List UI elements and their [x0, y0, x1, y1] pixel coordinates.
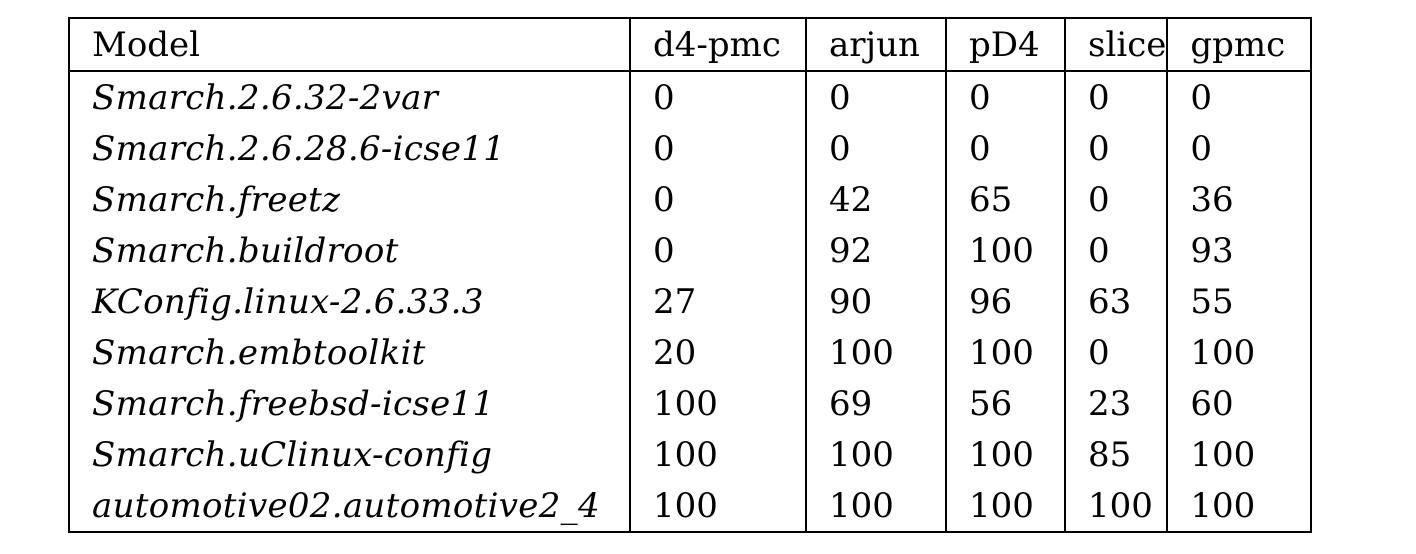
model-name-cell: automotive02.automotive2_4	[68, 480, 631, 532]
model-name-cell: KConfig.linux-2.6.33.3	[68, 276, 631, 327]
table-row: Smarch.2.6.28.6-icse11 0 0 0 0 0	[68, 123, 1313, 174]
results-table: Model d4-pmc arjun pD4 slice gpmc Smarch…	[68, 17, 1313, 533]
value-cell-pd4: 100	[945, 225, 1066, 276]
header-model: Model	[68, 18, 631, 72]
value-cell-slice: 85	[1063, 429, 1169, 480]
header-gpmc: gpmc	[1166, 18, 1313, 72]
value-cell-pd4: 96	[945, 276, 1066, 327]
value-cell-arjun: 0	[805, 71, 947, 123]
table-row: Smarch.embtoolkit 20 100 100 0 100	[68, 327, 1313, 378]
model-name-cell: Smarch.2.6.32-2var	[68, 71, 631, 123]
table-row: Smarch.freebsd-icse11 100 69 56 23 60	[68, 378, 1313, 429]
value-cell-gpmc: 55	[1166, 276, 1313, 327]
value-cell-arjun: 42	[805, 174, 947, 225]
value-cell-arjun: 90	[805, 276, 947, 327]
value-cell-d4-pmc: 100	[629, 480, 807, 532]
model-name-cell: Smarch.uClinux-config	[68, 429, 631, 480]
value-cell-d4-pmc: 0	[629, 123, 807, 174]
value-cell-gpmc: 93	[1166, 225, 1313, 276]
value-cell-arjun: 69	[805, 378, 947, 429]
table-row: Smarch.uClinux-config 100 100 100 85 100	[68, 429, 1313, 480]
table-header: Model d4-pmc arjun pD4 slice gpmc	[68, 18, 1313, 72]
value-cell-d4-pmc: 0	[629, 225, 807, 276]
value-cell-pd4: 100	[945, 480, 1066, 532]
value-cell-gpmc: 0	[1166, 71, 1313, 123]
header-d4-pmc: d4-pmc	[629, 18, 807, 72]
value-cell-d4-pmc: 0	[629, 174, 807, 225]
value-cell-arjun: 100	[805, 327, 947, 378]
header-row: Model d4-pmc arjun pD4 slice gpmc	[68, 18, 1313, 72]
model-name-cell: Smarch.freebsd-icse11	[68, 378, 631, 429]
value-cell-pd4: 0	[945, 71, 1066, 123]
value-cell-d4-pmc: 0	[629, 71, 807, 123]
value-cell-arjun: 100	[805, 429, 947, 480]
value-cell-arjun: 0	[805, 123, 947, 174]
value-cell-slice: 0	[1063, 327, 1169, 378]
value-cell-pd4: 65	[945, 174, 1066, 225]
value-cell-arjun: 100	[805, 480, 947, 532]
table-body: Smarch.2.6.32-2var 0 0 0 0 0 Smarch.2.6.28.6-i…	[68, 71, 1313, 532]
table-row: KConfig.linux-2.6.33.3 27 90 96 63 55	[68, 276, 1313, 327]
value-cell-gpmc: 36	[1166, 174, 1313, 225]
table-row: automotive02.automotive2_4 100 100 100 100 10…	[68, 480, 1313, 532]
value-cell-gpmc: 0	[1166, 123, 1313, 174]
value-cell-gpmc: 100	[1166, 327, 1313, 378]
table-row: Smarch.2.6.32-2var 0 0 0 0 0	[68, 71, 1313, 123]
value-cell-gpmc: 100	[1166, 480, 1313, 532]
table-row: Smarch.buildroot 0 92 100 0 93	[68, 225, 1313, 276]
value-cell-arjun: 92	[805, 225, 947, 276]
model-name-cell: Smarch.freetz	[68, 174, 631, 225]
value-cell-pd4: 0	[945, 123, 1066, 174]
value-cell-gpmc: 60	[1166, 378, 1313, 429]
model-name-cell: Smarch.buildroot	[68, 225, 631, 276]
value-cell-slice: 0	[1063, 174, 1169, 225]
header-slice: slice	[1063, 18, 1169, 72]
value-cell-pd4: 100	[945, 327, 1066, 378]
value-cell-d4-pmc: 100	[629, 378, 807, 429]
model-name-cell: Smarch.2.6.28.6-icse11	[68, 123, 631, 174]
value-cell-d4-pmc: 100	[629, 429, 807, 480]
model-name-cell: Smarch.embtoolkit	[68, 327, 631, 378]
value-cell-gpmc: 100	[1166, 429, 1313, 480]
value-cell-slice: 0	[1063, 71, 1169, 123]
value-cell-slice: 100	[1063, 480, 1169, 532]
value-cell-d4-pmc: 27	[629, 276, 807, 327]
table-row: Smarch.freetz 0 42 65 0 36	[68, 174, 1313, 225]
value-cell-slice: 0	[1063, 123, 1169, 174]
value-cell-slice: 0	[1063, 225, 1169, 276]
value-cell-pd4: 100	[945, 429, 1066, 480]
value-cell-d4-pmc: 20	[629, 327, 807, 378]
header-arjun: arjun	[805, 18, 947, 72]
header-pd4: pD4	[945, 18, 1066, 72]
value-cell-slice: 23	[1063, 378, 1169, 429]
value-cell-slice: 63	[1063, 276, 1169, 327]
value-cell-pd4: 56	[945, 378, 1066, 429]
